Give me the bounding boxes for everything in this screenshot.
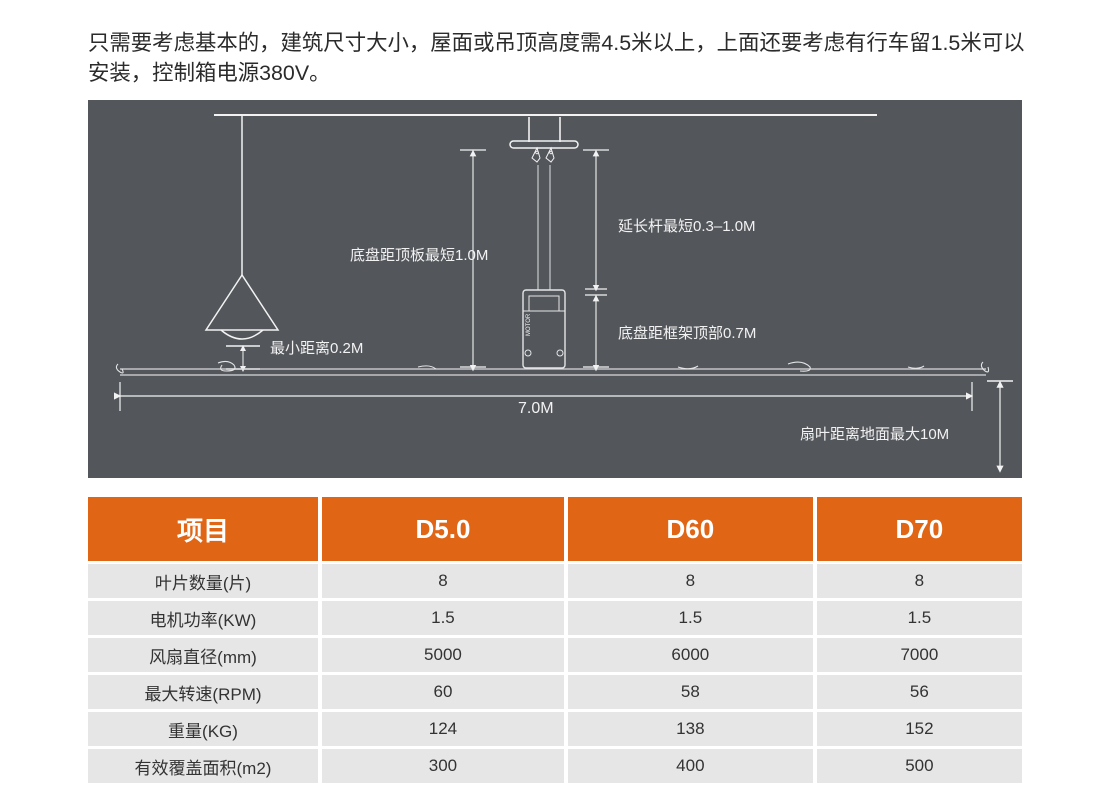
svg-text:底盘距顶板最短1.0M: 底盘距顶板最短1.0M	[350, 246, 488, 264]
svg-text:最小距离0.2M: 最小距离0.2M	[270, 340, 363, 357]
svg-text:扇叶距离地面最大10M: 扇叶距离地面最大10M	[800, 426, 949, 443]
svg-text:7.0M: 7.0M	[518, 400, 554, 417]
svg-text:延长杆最短0.3–1.0M: 延长杆最短0.3–1.0M	[618, 218, 756, 235]
svg-text:底盘距框架顶部0.7M: 底盘距框架顶部0.7M	[618, 324, 756, 342]
svg-text:MOTOR: MOTOR	[526, 313, 532, 336]
